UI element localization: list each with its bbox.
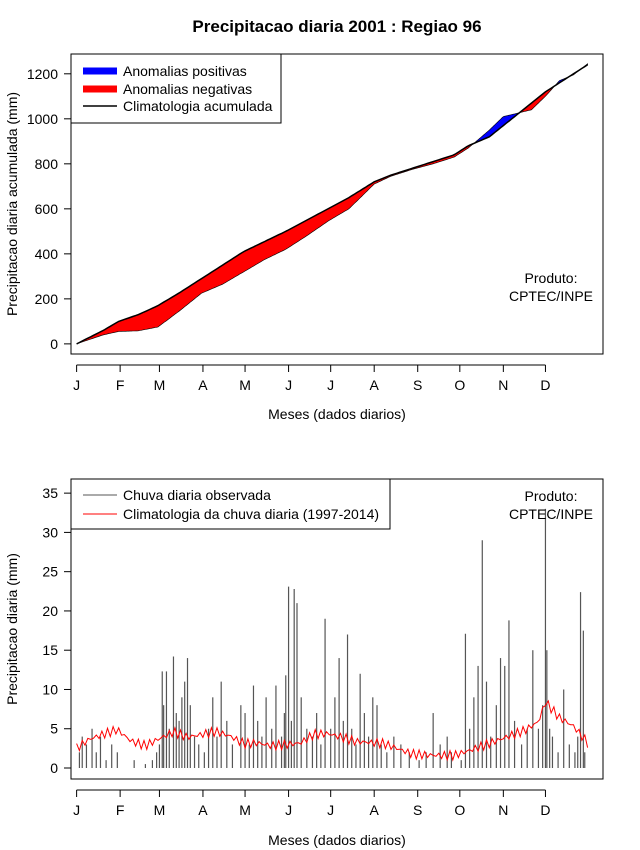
y-axis-bottom: 0 5 10 15 20 25 30 35 xyxy=(42,485,72,776)
bot-xtick-label-3: A xyxy=(198,802,208,818)
bot-xtick-label-8: S xyxy=(413,802,422,818)
x-axis-label: Meses (dados diarios) xyxy=(268,406,406,422)
credit-line-2-bottom: CPTEC/INPE xyxy=(509,506,593,522)
bot-xtick-label-7: A xyxy=(370,802,380,818)
bot-ytick-label-35: 35 xyxy=(42,485,58,501)
chart-title: Precipitacao diaria 2001 : Regiao 96 xyxy=(192,17,481,36)
bot-xtick-label-11: D xyxy=(540,802,550,818)
top-ytick-label-800: 800 xyxy=(35,156,59,172)
bot-ytick-label-20: 20 xyxy=(42,603,58,619)
top-xtick-label-6: J xyxy=(327,377,334,393)
y-axis-label-bottom: Precipitacao diaria (mm) xyxy=(4,553,20,705)
top-xtick-label-10: N xyxy=(498,377,508,393)
top-ytick-label-1200: 1200 xyxy=(27,66,58,82)
credit-line-1: Produto: xyxy=(525,270,578,286)
legend-label-negative: Anomalias negativas xyxy=(123,81,252,97)
daily-precipitation-chart: 0 5 10 15 20 25 30 35 J F M A M J J A S O N D Meses (dados… xyxy=(4,478,604,848)
legend-label-climatology: Climatologia acumulada xyxy=(123,98,273,114)
bot-ytick-label-5: 5 xyxy=(50,721,58,737)
positive-anomaly-area-2 xyxy=(473,112,520,144)
top-ytick-label-200: 200 xyxy=(35,291,59,307)
bot-xtick-label-4: M xyxy=(239,802,251,818)
bot-xtick-label-5: J xyxy=(285,802,292,818)
bot-xtick-label-9: O xyxy=(454,802,465,818)
legend-label-daily-climatology: Climatologia da chuva diaria (1997-2014) xyxy=(123,506,379,522)
top-ytick-label-1000: 1000 xyxy=(27,111,58,127)
legend-bottom: Chuva diaria observada Climatologia da c… xyxy=(70,478,391,530)
bot-xtick-label-2: M xyxy=(154,802,166,818)
bot-ytick-label-10: 10 xyxy=(42,681,58,697)
top-xtick-label-7: A xyxy=(370,377,380,393)
bot-ytick-label-15: 15 xyxy=(42,642,58,658)
y-axis: 0 200 400 600 800 1000 1200 xyxy=(27,66,72,352)
top-xtick-label-5: J xyxy=(285,377,292,393)
top-xtick-label-9: O xyxy=(454,377,465,393)
top-ytick-label-400: 400 xyxy=(35,246,59,262)
bot-xtick-label-1: F xyxy=(116,802,125,818)
top-xtick-label-4: M xyxy=(239,377,251,393)
y-axis-label: Precipitacao diaria acumulada (mm) xyxy=(4,92,20,316)
bot-ytick-label-25: 25 xyxy=(42,564,58,580)
daily-observed-bars xyxy=(78,508,586,769)
bot-ytick-label-30: 30 xyxy=(42,524,58,540)
daily-climatology-line xyxy=(76,699,589,762)
top-xtick-label-11: D xyxy=(540,377,550,393)
bot-xtick-label-10: N xyxy=(498,802,508,818)
credit-line-2: CPTEC/INPE xyxy=(509,288,593,304)
legend: Anomalias positivas Anomalias negativas … xyxy=(70,53,282,124)
top-ytick-label-0: 0 xyxy=(50,336,58,352)
bot-xtick-label-6: J xyxy=(327,802,334,818)
accumulated-precipitation-chart: 0 200 400 600 800 1000 1200 J F M A M J J A S O N D Meses… xyxy=(4,53,604,422)
climatology-accumulated-line xyxy=(76,64,589,345)
top-xtick-label-0: J xyxy=(73,377,80,393)
x-axis-label-bottom: Meses (dados diarios) xyxy=(268,832,406,848)
credit-line-1-bottom: Produto: xyxy=(525,488,578,504)
bot-ytick-label-0: 0 xyxy=(50,760,58,776)
legend-label-observed: Chuva diaria observada xyxy=(123,487,271,503)
top-xtick-label-1: F xyxy=(116,377,125,393)
top-xtick-label-2: M xyxy=(154,377,166,393)
top-xtick-label-3: A xyxy=(198,377,208,393)
top-xtick-label-8: S xyxy=(413,377,422,393)
bot-xtick-label-0: J xyxy=(73,802,80,818)
legend-label-positive: Anomalias positivas xyxy=(123,63,247,79)
legend-box-bottom xyxy=(70,478,391,530)
top-ytick-label-600: 600 xyxy=(35,201,59,217)
negative-anomaly-area-1 xyxy=(77,143,473,344)
